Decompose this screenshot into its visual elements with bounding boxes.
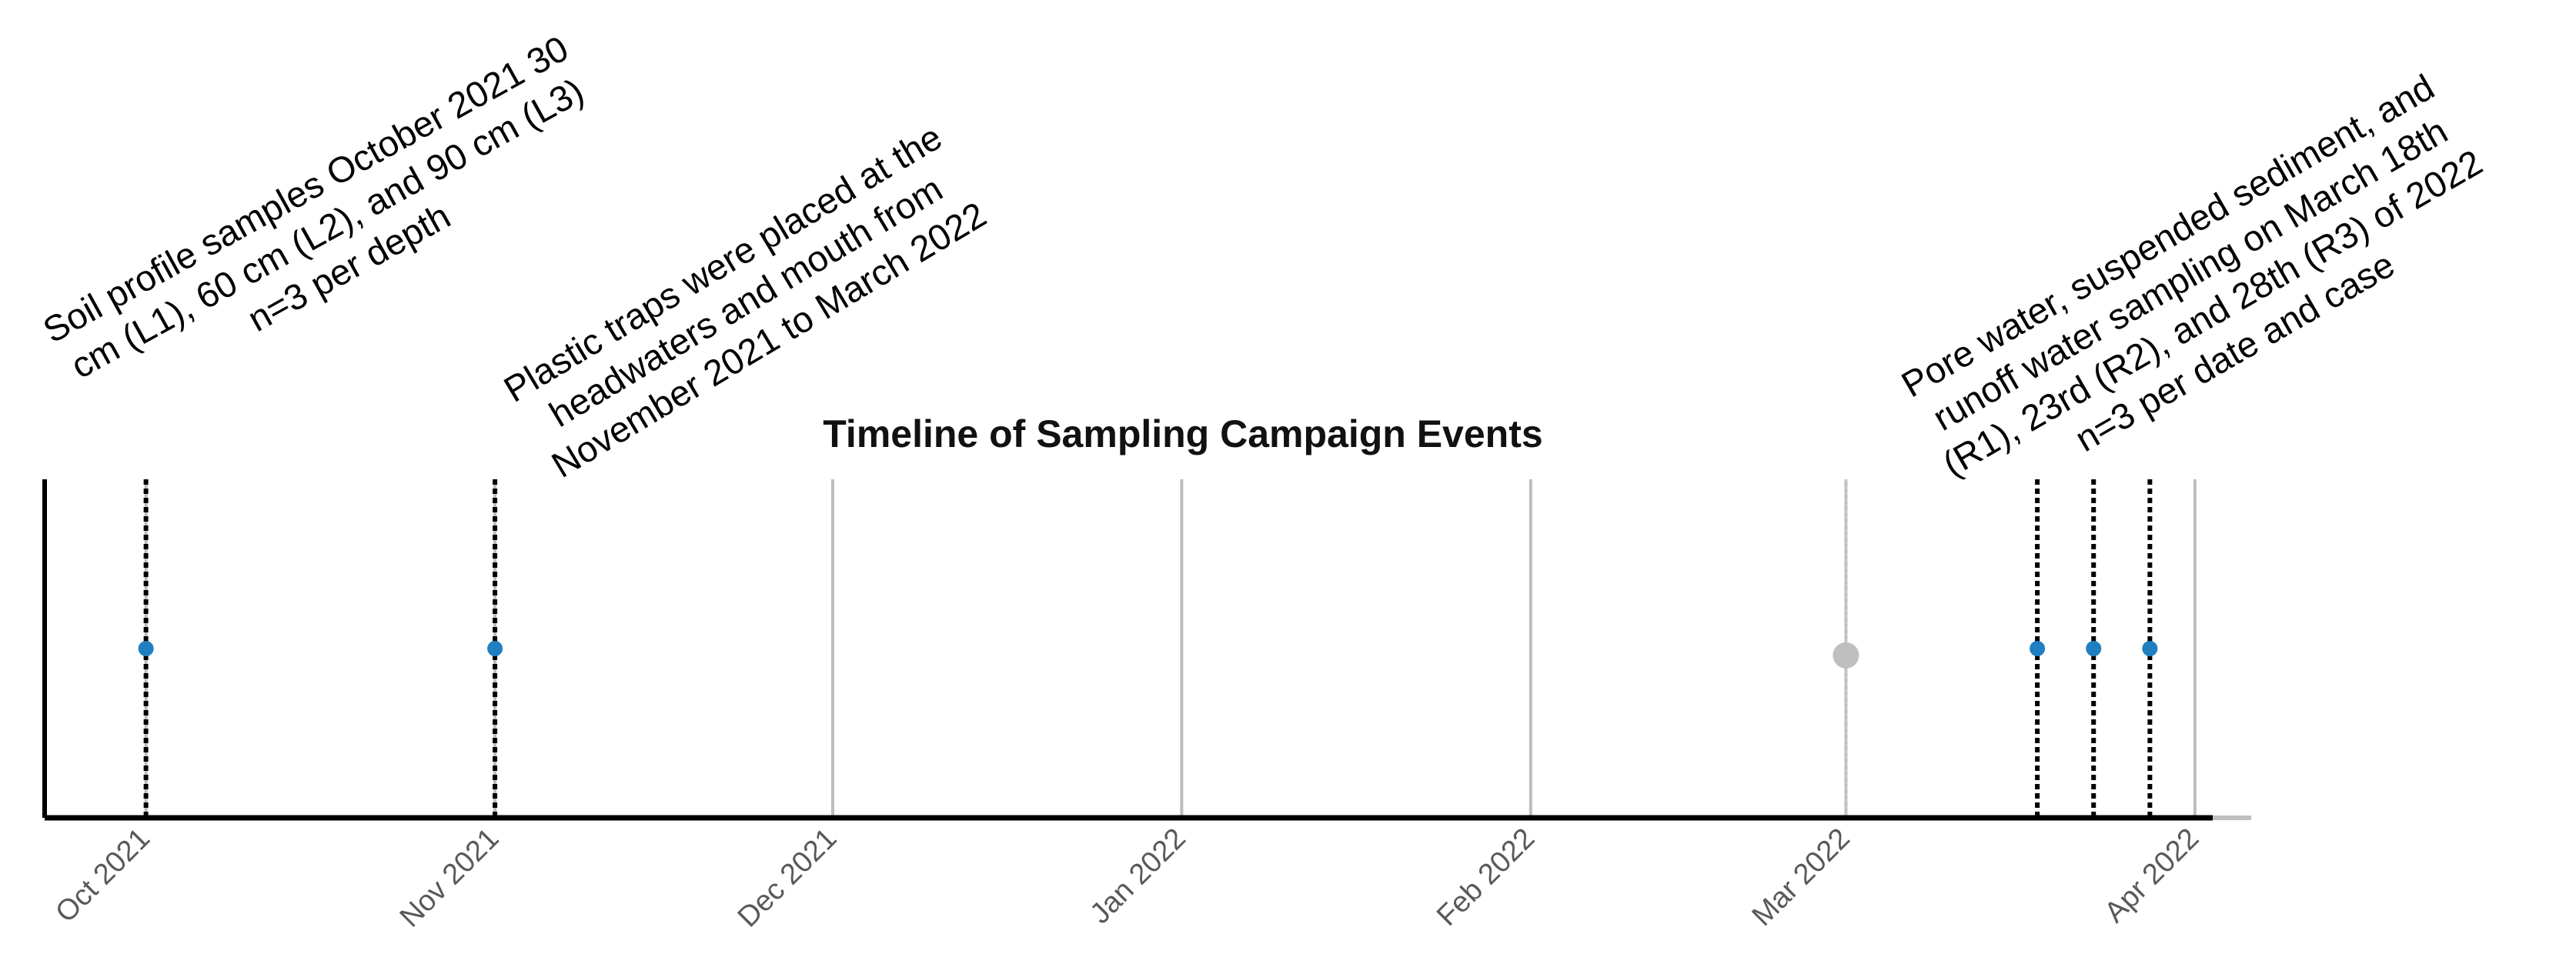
x-tick-label: Mar 2022: [1746, 822, 1856, 932]
annotation-line: headwaters and mouth from: [542, 168, 949, 435]
event-point: [1833, 642, 1859, 669]
x-tick-label: Oct 2021: [49, 822, 156, 929]
event-point: [2086, 641, 2102, 656]
event-point: [2142, 641, 2158, 656]
chart-title: Timeline of Sampling Campaign Events: [823, 412, 1542, 455]
x-tick-label: Jan 2022: [1084, 822, 1192, 930]
x-tick-label: Dec 2021: [732, 822, 844, 934]
x-tick-label: Nov 2021: [394, 822, 506, 934]
x-tick-label: Apr 2022: [2099, 822, 2206, 929]
event-point: [487, 641, 503, 656]
event-point: [138, 641, 154, 656]
annotation-line: cm (L1), 60 cm (L2), and 90 cm (L3): [64, 70, 590, 386]
event-point: [2030, 641, 2046, 656]
x-tick-label: Feb 2022: [1431, 822, 1541, 932]
annotation: Pore water, suspended sediment, andrunof…: [1895, 66, 2489, 484]
